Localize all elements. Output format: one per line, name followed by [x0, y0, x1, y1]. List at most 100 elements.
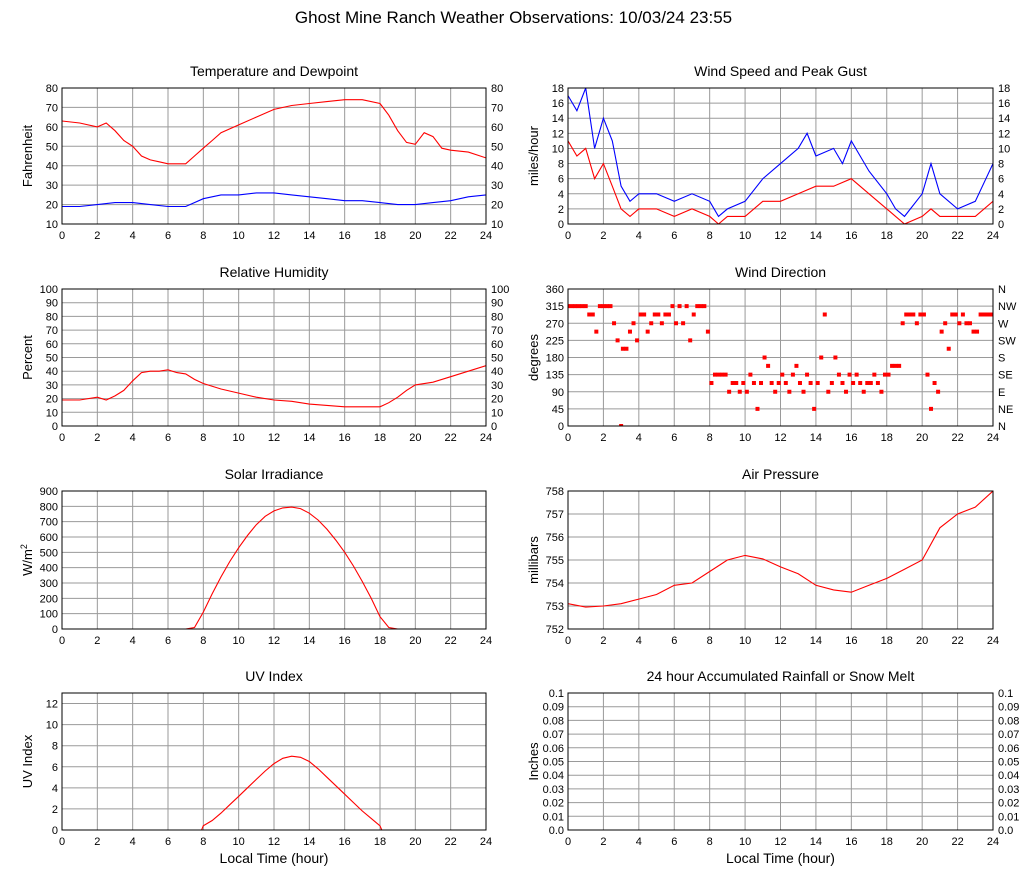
data-point: [677, 304, 682, 309]
x-tick-label: 24: [987, 432, 999, 444]
y-axis-label: UV Index: [20, 734, 35, 788]
data-point: [723, 372, 728, 377]
y-tick-label: 20: [46, 200, 58, 212]
x-tick-label: 2: [600, 635, 606, 647]
y-tick-label-right: N: [998, 284, 1006, 296]
series-line: [568, 491, 993, 608]
x-tick-label: 24: [987, 635, 999, 647]
x-tick-label: 6: [165, 635, 171, 647]
x-tick-label: 16: [845, 836, 857, 848]
data-point: [836, 372, 841, 377]
x-tick-label: 18: [881, 836, 893, 848]
data-point: [950, 312, 955, 317]
x-tick-label: 22: [445, 635, 457, 647]
y-tick-label: 60: [46, 122, 58, 134]
y-tick-label-right: W: [998, 318, 1009, 330]
x-tick-label: 4: [636, 635, 642, 647]
data-point: [727, 389, 732, 394]
chart-title: 24 hour Accumulated Rainfall or Snow Mel…: [647, 668, 915, 684]
data-point: [597, 304, 602, 309]
data-point: [568, 304, 570, 309]
x-tick-label: 16: [845, 230, 857, 242]
y-tick-label: 0: [52, 624, 58, 636]
data-point: [734, 380, 739, 385]
y-axis-label: degrees: [526, 334, 541, 381]
data-point: [587, 312, 592, 317]
data-point: [815, 380, 820, 385]
x-tick-label: 6: [671, 635, 677, 647]
y-tick-label-right: 0.07: [998, 729, 1019, 741]
x-tick-label: 6: [165, 836, 171, 848]
y-axis-label: millibars: [526, 536, 541, 584]
y-tick-label-right: 100: [491, 284, 509, 296]
x-tick-label: 22: [445, 432, 457, 444]
x-tick-label: 10: [739, 836, 751, 848]
x-tick-label: 14: [810, 635, 822, 647]
data-point: [847, 372, 852, 377]
data-point: [861, 389, 866, 394]
y-tick-label: 225: [546, 335, 564, 347]
data-point: [971, 329, 976, 334]
data-point: [730, 380, 735, 385]
chart-rain: 24 hour Accumulated Rainfall or Snow Mel…: [526, 668, 1019, 866]
x-tick-label: 10: [739, 230, 751, 242]
data-point: [635, 338, 640, 343]
y-tick-label-right: 40: [491, 366, 503, 378]
y-tick-label: 0.06: [543, 743, 564, 755]
y-tick-label: 60: [46, 339, 58, 351]
y-axis-label: Inches: [526, 742, 541, 781]
data-point: [957, 321, 962, 326]
data-point: [741, 380, 746, 385]
y-tick-label-right: 0.1: [998, 688, 1013, 700]
x-tick-label: 6: [671, 836, 677, 848]
data-point: [925, 372, 930, 377]
data-point: [642, 312, 647, 317]
data-point: [656, 312, 661, 317]
x-tick-label: 14: [810, 836, 822, 848]
data-point: [967, 321, 972, 326]
y-tick-label: 12: [552, 128, 564, 140]
data-point: [627, 329, 632, 334]
y-tick-label-right: 0: [491, 421, 497, 433]
y-tick-label: 0: [558, 421, 564, 433]
x-tick-label: 4: [130, 836, 136, 848]
x-tick-label: 22: [951, 635, 963, 647]
data-point: [780, 372, 785, 377]
y-tick-label-right: 10: [491, 219, 503, 231]
x-tick-label: 4: [636, 836, 642, 848]
x-tick-label: 8: [200, 836, 206, 848]
y-tick-label: 0.05: [543, 757, 564, 769]
x-tick-label: 10: [739, 432, 751, 444]
x-tick-label: 20: [916, 836, 928, 848]
y-tick-label-right: 70: [491, 325, 503, 337]
y-tick-label-right: 8: [998, 159, 1004, 171]
x-tick-label: 18: [374, 635, 386, 647]
x-tick-label: 10: [739, 635, 751, 647]
x-tick-label: 12: [774, 836, 786, 848]
x-tick-label: 8: [707, 635, 713, 647]
plot-frame: [567, 87, 994, 225]
y-tick-label-right: N: [998, 421, 1006, 433]
x-tick-label: 22: [951, 836, 963, 848]
data-point: [964, 321, 969, 326]
x-tick-label: 18: [374, 836, 386, 848]
y-tick-label: 0.04: [543, 770, 564, 782]
y-tick-label: 8: [52, 741, 58, 753]
y-tick-label: 800: [40, 501, 58, 513]
data-point: [936, 389, 941, 394]
data-point: [638, 312, 643, 317]
data-point: [868, 380, 873, 385]
series-line: [62, 755, 486, 830]
data-point: [960, 312, 965, 317]
x-axis-label: Local Time (hour): [726, 850, 835, 866]
series-line: [62, 506, 486, 629]
y-tick-label: 0.0: [549, 825, 564, 837]
x-tick-label: 2: [600, 432, 606, 444]
data-point: [612, 321, 617, 326]
x-tick-label: 20: [916, 432, 928, 444]
x-tick-label: 20: [409, 432, 421, 444]
